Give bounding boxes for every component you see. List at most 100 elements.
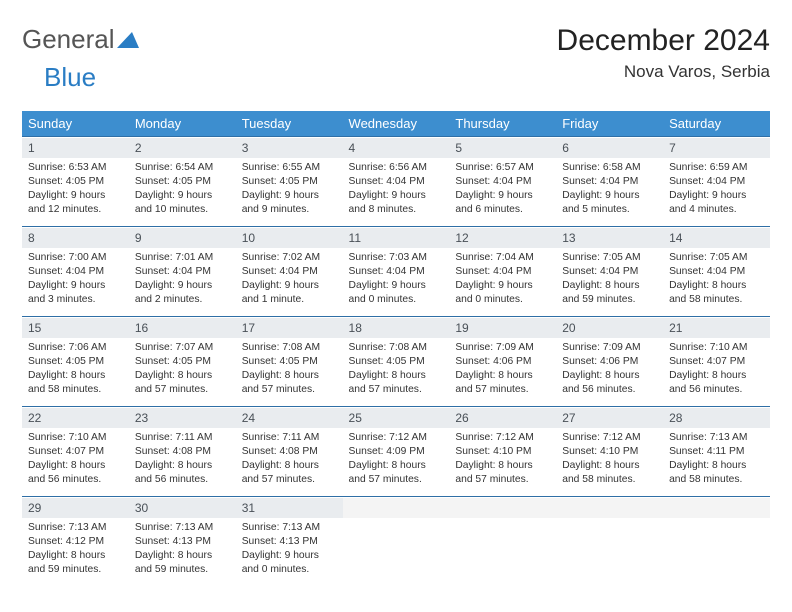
- calendar-day-cell: 30Sunrise: 7:13 AMSunset: 4:13 PMDayligh…: [129, 497, 236, 587]
- day-number: 27: [556, 407, 663, 428]
- calendar-day-cell: 17Sunrise: 7:08 AMSunset: 4:05 PMDayligh…: [236, 317, 343, 407]
- day-number: 2: [129, 137, 236, 158]
- calendar-day-cell: 15Sunrise: 7:06 AMSunset: 4:05 PMDayligh…: [22, 317, 129, 407]
- title-block: December 2024 Nova Varos, Serbia: [557, 24, 770, 82]
- day-details: Sunrise: 7:01 AMSunset: 4:04 PMDaylight:…: [129, 248, 236, 311]
- day-details: Sunrise: 7:12 AMSunset: 4:10 PMDaylight:…: [449, 428, 556, 491]
- day-details: Sunrise: 7:05 AMSunset: 4:04 PMDaylight:…: [663, 248, 770, 311]
- calendar-day-cell: 23Sunrise: 7:11 AMSunset: 4:08 PMDayligh…: [129, 407, 236, 497]
- day-details: Sunrise: 7:05 AMSunset: 4:04 PMDaylight:…: [556, 248, 663, 311]
- calendar-day-cell: 24Sunrise: 7:11 AMSunset: 4:08 PMDayligh…: [236, 407, 343, 497]
- day-number: 16: [129, 317, 236, 338]
- brand-logo: General: [22, 24, 141, 55]
- calendar-day-cell: 5Sunrise: 6:57 AMSunset: 4:04 PMDaylight…: [449, 137, 556, 227]
- day-details: Sunrise: 6:55 AMSunset: 4:05 PMDaylight:…: [236, 158, 343, 221]
- day-number: 14: [663, 227, 770, 248]
- day-details: Sunrise: 7:07 AMSunset: 4:05 PMDaylight:…: [129, 338, 236, 401]
- day-details: Sunrise: 7:04 AMSunset: 4:04 PMDaylight:…: [449, 248, 556, 311]
- day-number: 23: [129, 407, 236, 428]
- day-number: 31: [236, 497, 343, 518]
- day-number: 19: [449, 317, 556, 338]
- day-number: 12: [449, 227, 556, 248]
- day-details: Sunrise: 7:02 AMSunset: 4:04 PMDaylight:…: [236, 248, 343, 311]
- day-number: 30: [129, 497, 236, 518]
- calendar-empty-cell: [663, 497, 770, 587]
- day-number: 4: [343, 137, 450, 158]
- calendar-day-cell: 20Sunrise: 7:09 AMSunset: 4:06 PMDayligh…: [556, 317, 663, 407]
- day-number: 6: [556, 137, 663, 158]
- day-details: Sunrise: 7:13 AMSunset: 4:12 PMDaylight:…: [22, 518, 129, 581]
- day-number: 8: [22, 227, 129, 248]
- calendar-day-cell: 14Sunrise: 7:05 AMSunset: 4:04 PMDayligh…: [663, 227, 770, 317]
- day-details: Sunrise: 7:08 AMSunset: 4:05 PMDaylight:…: [343, 338, 450, 401]
- day-number: 26: [449, 407, 556, 428]
- day-number: 7: [663, 137, 770, 158]
- day-number: [343, 497, 450, 518]
- day-details: Sunrise: 7:10 AMSunset: 4:07 PMDaylight:…: [663, 338, 770, 401]
- day-details: Sunrise: 7:10 AMSunset: 4:07 PMDaylight:…: [22, 428, 129, 491]
- day-number: 18: [343, 317, 450, 338]
- day-number: 25: [343, 407, 450, 428]
- calendar-day-cell: 27Sunrise: 7:12 AMSunset: 4:10 PMDayligh…: [556, 407, 663, 497]
- calendar-day-cell: 28Sunrise: 7:13 AMSunset: 4:11 PMDayligh…: [663, 407, 770, 497]
- day-number: [663, 497, 770, 518]
- day-details: Sunrise: 7:11 AMSunset: 4:08 PMDaylight:…: [236, 428, 343, 491]
- calendar-day-cell: 18Sunrise: 7:08 AMSunset: 4:05 PMDayligh…: [343, 317, 450, 407]
- calendar-day-cell: 7Sunrise: 6:59 AMSunset: 4:04 PMDaylight…: [663, 137, 770, 227]
- day-details: Sunrise: 6:57 AMSunset: 4:04 PMDaylight:…: [449, 158, 556, 221]
- calendar-day-cell: 16Sunrise: 7:07 AMSunset: 4:05 PMDayligh…: [129, 317, 236, 407]
- calendar-day-cell: 3Sunrise: 6:55 AMSunset: 4:05 PMDaylight…: [236, 137, 343, 227]
- calendar-day-cell: 1Sunrise: 6:53 AMSunset: 4:05 PMDaylight…: [22, 137, 129, 227]
- day-number: 22: [22, 407, 129, 428]
- weekday-header: Monday: [129, 111, 236, 137]
- calendar-day-cell: 6Sunrise: 6:58 AMSunset: 4:04 PMDaylight…: [556, 137, 663, 227]
- day-number: 10: [236, 227, 343, 248]
- day-number: 5: [449, 137, 556, 158]
- calendar-empty-cell: [343, 497, 450, 587]
- day-details: Sunrise: 7:12 AMSunset: 4:09 PMDaylight:…: [343, 428, 450, 491]
- calendar-day-cell: 11Sunrise: 7:03 AMSunset: 4:04 PMDayligh…: [343, 227, 450, 317]
- calendar-table: SundayMondayTuesdayWednesdayThursdayFrid…: [22, 111, 770, 587]
- day-number: [556, 497, 663, 518]
- calendar-week-row: 15Sunrise: 7:06 AMSunset: 4:05 PMDayligh…: [22, 317, 770, 407]
- day-number: 28: [663, 407, 770, 428]
- day-details: Sunrise: 6:59 AMSunset: 4:04 PMDaylight:…: [663, 158, 770, 221]
- day-details: Sunrise: 7:13 AMSunset: 4:11 PMDaylight:…: [663, 428, 770, 491]
- day-number: 21: [663, 317, 770, 338]
- calendar-day-cell: 31Sunrise: 7:13 AMSunset: 4:13 PMDayligh…: [236, 497, 343, 587]
- weekday-header: Saturday: [663, 111, 770, 137]
- day-number: 3: [236, 137, 343, 158]
- brand-part1: General: [22, 24, 115, 55]
- calendar-day-cell: 2Sunrise: 6:54 AMSunset: 4:05 PMDaylight…: [129, 137, 236, 227]
- calendar-day-cell: 13Sunrise: 7:05 AMSunset: 4:04 PMDayligh…: [556, 227, 663, 317]
- calendar-week-row: 1Sunrise: 6:53 AMSunset: 4:05 PMDaylight…: [22, 137, 770, 227]
- calendar-day-cell: 10Sunrise: 7:02 AMSunset: 4:04 PMDayligh…: [236, 227, 343, 317]
- day-details: Sunrise: 7:13 AMSunset: 4:13 PMDaylight:…: [236, 518, 343, 581]
- day-number: 1: [22, 137, 129, 158]
- logo-triangle-icon: [117, 24, 139, 55]
- calendar-empty-cell: [556, 497, 663, 587]
- calendar-week-row: 8Sunrise: 7:00 AMSunset: 4:04 PMDaylight…: [22, 227, 770, 317]
- day-details: Sunrise: 7:03 AMSunset: 4:04 PMDaylight:…: [343, 248, 450, 311]
- calendar-week-row: 29Sunrise: 7:13 AMSunset: 4:12 PMDayligh…: [22, 497, 770, 587]
- calendar-day-cell: 12Sunrise: 7:04 AMSunset: 4:04 PMDayligh…: [449, 227, 556, 317]
- calendar-empty-cell: [449, 497, 556, 587]
- page-title: December 2024: [557, 24, 770, 58]
- day-details: Sunrise: 6:54 AMSunset: 4:05 PMDaylight:…: [129, 158, 236, 221]
- brand-part2: Blue: [44, 62, 96, 93]
- day-details: Sunrise: 7:06 AMSunset: 4:05 PMDaylight:…: [22, 338, 129, 401]
- day-details: Sunrise: 6:53 AMSunset: 4:05 PMDaylight:…: [22, 158, 129, 221]
- weekday-header: Sunday: [22, 111, 129, 137]
- day-details: Sunrise: 7:13 AMSunset: 4:13 PMDaylight:…: [129, 518, 236, 581]
- calendar-day-cell: 25Sunrise: 7:12 AMSunset: 4:09 PMDayligh…: [343, 407, 450, 497]
- day-details: Sunrise: 7:09 AMSunset: 4:06 PMDaylight:…: [449, 338, 556, 401]
- day-details: Sunrise: 6:56 AMSunset: 4:04 PMDaylight:…: [343, 158, 450, 221]
- weekday-header: Wednesday: [343, 111, 450, 137]
- calendar-day-cell: 26Sunrise: 7:12 AMSunset: 4:10 PMDayligh…: [449, 407, 556, 497]
- weekday-header-row: SundayMondayTuesdayWednesdayThursdayFrid…: [22, 111, 770, 137]
- day-details: Sunrise: 7:11 AMSunset: 4:08 PMDaylight:…: [129, 428, 236, 491]
- day-details: Sunrise: 7:12 AMSunset: 4:10 PMDaylight:…: [556, 428, 663, 491]
- day-number: 24: [236, 407, 343, 428]
- day-number: 11: [343, 227, 450, 248]
- day-number: 9: [129, 227, 236, 248]
